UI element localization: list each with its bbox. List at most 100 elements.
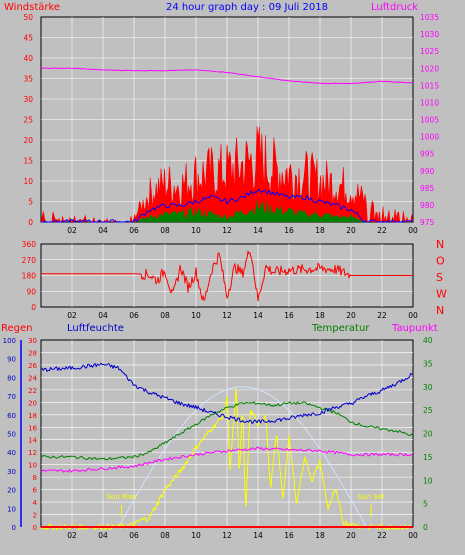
climate-panel-xtick: 16 [284, 531, 294, 540]
pressure-ytick: 995 [420, 150, 435, 159]
direction-series [41, 250, 413, 302]
direction-panel-xtick: 00 [408, 311, 418, 320]
pressure-ytick: 990 [420, 167, 435, 176]
pressure-ytick: 985 [420, 184, 435, 193]
humidity-ytick: 0 [33, 524, 37, 532]
climate-panel-xtick: 04 [98, 531, 108, 540]
wind-series-group [41, 126, 413, 222]
wind-ytick: 10 [23, 177, 33, 186]
rain-ytick: 10 [7, 505, 16, 513]
direction-panel-xtick: 08 [160, 311, 170, 320]
direction-ytick: 360 [22, 240, 37, 249]
avg-wind-series [41, 188, 414, 223]
direction-ytick: 270 [22, 256, 37, 265]
dewpoint-series [40, 446, 414, 473]
rain-ytick: 40 [7, 449, 16, 457]
temperature-series [40, 401, 414, 461]
direction-ytick: 0 [31, 303, 36, 312]
direction-ytick: 180 [22, 272, 37, 281]
pressure-ytick: 980 [420, 201, 435, 210]
rain-ytick: 70 [7, 393, 16, 401]
pressure-series [40, 67, 414, 85]
compass-label: S [436, 271, 443, 284]
climate-panel-xtick: 18 [315, 531, 325, 540]
wind-ytick: 50 [23, 13, 33, 22]
wind-panel-xtick: 12 [222, 226, 232, 235]
humidity-ytick: 2 [33, 512, 37, 520]
wind-panel-xtick: 02 [67, 226, 77, 235]
climate-panel-xtick: 12 [222, 531, 232, 540]
compass-label: W [436, 288, 447, 301]
wind-panel-xtick: 20 [346, 226, 356, 235]
climate-panel-xtick: 00 [408, 531, 418, 540]
sun-set-label: Sun Set [358, 493, 385, 501]
sun-rise-label: Sun Rise [106, 493, 136, 501]
climate-panel-xtick: 02 [67, 531, 77, 540]
rain-ytick: 20 [7, 487, 16, 495]
direction-panel-xtick: 06 [129, 311, 139, 320]
compass-label: O [436, 255, 445, 268]
wind-ytick: 30 [23, 95, 33, 104]
pressure-ytick: 1030 [420, 30, 439, 39]
legend-3: Taupunkt [391, 323, 438, 334]
temp-ytick: 25 [423, 406, 433, 415]
rain-ytick: 90 [7, 356, 16, 364]
humidity-ytick: 18 [28, 412, 37, 420]
legend-0: Regen [1, 323, 33, 334]
wind-ytick: 0 [28, 218, 33, 227]
climate-panel-xtick: 06 [129, 531, 139, 540]
pressure-ytick: 1010 [420, 98, 439, 107]
humidity-ytick: 10 [28, 462, 37, 470]
wind-ytick: 20 [23, 136, 33, 145]
pressure-axis-title: Luftdruck [371, 2, 418, 13]
rain-ytick: 30 [7, 468, 16, 476]
legend-2: Temperatur [311, 323, 370, 334]
humidity-ytick: 16 [28, 424, 37, 432]
humidity-ytick: 12 [28, 449, 37, 457]
rain-ytick: 50 [7, 431, 16, 439]
direction-panel-xtick: 04 [98, 311, 108, 320]
wind-ytick: 35 [23, 75, 33, 84]
direction-panel-xtick: 10 [191, 311, 201, 320]
humidity-ytick: 20 [28, 399, 37, 407]
temp-ytick: 35 [423, 359, 433, 368]
wind-ytick: 45 [23, 34, 33, 43]
rain-ytick: 80 [7, 374, 16, 382]
direction-panel-xtick: 16 [284, 311, 294, 320]
direction-panel-xtick: 22 [377, 311, 387, 320]
rain-ytick: 60 [7, 412, 16, 420]
wind-panel-xtick: 22 [377, 226, 387, 235]
climate-panel-xtick: 20 [346, 531, 356, 540]
direction-panel-xtick: 14 [253, 311, 263, 320]
direction-panel-xtick: 12 [222, 311, 232, 320]
wind-panel-xtick: 14 [253, 226, 263, 235]
wind-panel-xtick: 06 [129, 226, 139, 235]
wind-ytick: 25 [23, 116, 33, 125]
wind-ytick: 40 [23, 54, 33, 63]
chart-title: 24 hour graph day : 09 Juli 2018 [166, 2, 328, 13]
wind-panel-xtick: 18 [315, 226, 325, 235]
humidity-series [40, 362, 414, 424]
climate-panel-xtick: 10 [191, 531, 201, 540]
temp-ytick: 15 [423, 453, 433, 462]
climate-panel-xtick: 22 [377, 531, 387, 540]
temp-ytick: 30 [423, 383, 433, 392]
direction-panel-xtick: 18 [315, 311, 325, 320]
humidity-ytick: 22 [28, 387, 37, 395]
pressure-ytick: 1035 [420, 13, 439, 22]
pressure-ytick: 1020 [420, 64, 439, 73]
humidity-ytick: 4 [33, 499, 38, 507]
direction-panel-xtick: 02 [67, 311, 77, 320]
humidity-ytick: 6 [33, 487, 38, 495]
wind-panel-xtick: 10 [191, 226, 201, 235]
temp-ytick: 40 [423, 336, 433, 345]
rain-ytick: 100 [3, 337, 16, 345]
pressure-ytick: 1025 [420, 47, 439, 56]
direction-panel-xtick: 20 [346, 311, 356, 320]
direction-ytick: 90 [26, 287, 36, 296]
wind-ytick: 5 [28, 198, 33, 207]
wind-ytick: 15 [23, 157, 33, 166]
temp-ytick: 10 [423, 476, 433, 485]
